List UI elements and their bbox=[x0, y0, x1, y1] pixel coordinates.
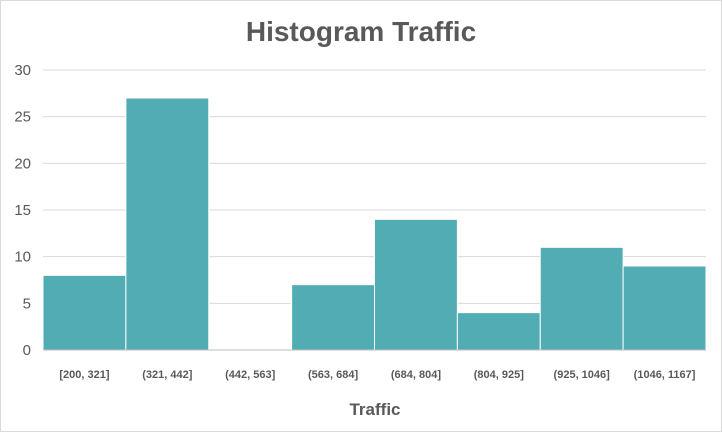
histogram-bar bbox=[622, 265, 707, 351]
y-tick-label: 30 bbox=[14, 62, 31, 79]
x-tick-label: (804, 925] bbox=[474, 369, 524, 381]
x-tick-label: (925, 1046] bbox=[554, 369, 611, 381]
histogram-bar bbox=[125, 97, 210, 351]
histogram-bar bbox=[42, 274, 127, 351]
y-tick-label: 0 bbox=[23, 342, 31, 359]
bars bbox=[42, 97, 707, 351]
y-tick-label: 15 bbox=[14, 202, 31, 219]
y-tick-label: 25 bbox=[14, 109, 31, 126]
histogram-bar bbox=[374, 218, 458, 351]
y-tick-label: 5 bbox=[23, 295, 31, 312]
x-tick-label: (684, 804] bbox=[391, 369, 441, 381]
y-tick-label: 10 bbox=[14, 249, 31, 266]
x-axis-label: Traffic bbox=[349, 400, 400, 419]
histogram-bar bbox=[291, 284, 375, 351]
x-axis-ticks: [200, 321] (321, 442] (442, 563] (563, 684]… bbox=[59, 369, 695, 381]
histogram-bar bbox=[539, 246, 624, 351]
chart-title: Histogram Traffic bbox=[246, 16, 476, 47]
x-tick-label: (1046, 1167] bbox=[634, 369, 696, 381]
x-tick-label: (563, 684] bbox=[308, 369, 358, 381]
x-tick-label: (442, 563] bbox=[225, 369, 275, 381]
y-axis-ticks: 0 5 10 15 20 25 30 bbox=[14, 62, 31, 359]
y-tick-label: 20 bbox=[14, 155, 31, 172]
histogram-bar bbox=[456, 312, 541, 351]
x-tick-label: [200, 321] bbox=[59, 369, 109, 381]
x-tick-label: (321, 442] bbox=[142, 369, 192, 381]
